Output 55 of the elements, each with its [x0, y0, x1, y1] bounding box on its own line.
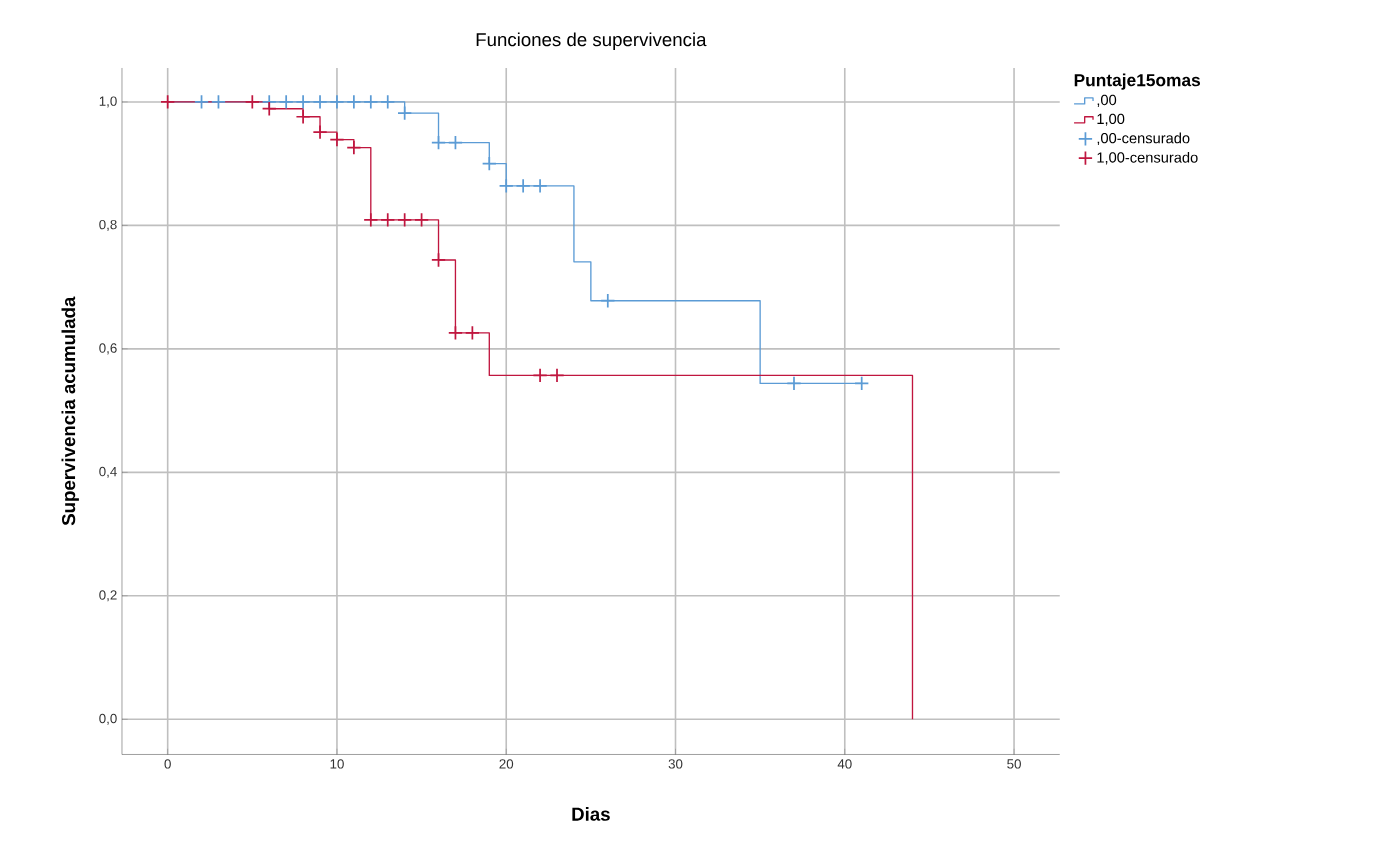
point	[312, 94, 328, 110]
point	[515, 178, 531, 194]
y-axis-title: Supervivencia acumulada	[61, 296, 79, 526]
point	[261, 101, 277, 117]
point	[194, 94, 210, 110]
legend-label: 1,00-censurado	[1097, 151, 1198, 165]
point	[430, 252, 447, 268]
point	[329, 132, 345, 148]
point	[278, 94, 294, 110]
x-tick-label: 30	[668, 759, 683, 769]
y-tick-label: 1,0	[99, 96, 117, 108]
legend-title: Puntaje15omas	[1074, 73, 1201, 90]
point	[346, 140, 362, 156]
point	[244, 94, 260, 110]
x-tick-label: 10	[330, 759, 344, 769]
point	[380, 94, 396, 110]
point	[600, 293, 616, 309]
x-tick-label: 0	[164, 759, 171, 769]
point	[295, 94, 311, 110]
point	[430, 135, 447, 151]
point	[346, 94, 362, 110]
legend-label: ,00	[1097, 94, 1117, 107]
point	[414, 212, 430, 228]
point	[854, 375, 870, 391]
point	[397, 105, 413, 121]
legend-label: ,00-censurado	[1097, 132, 1190, 146]
legend-label: 1,00	[1097, 113, 1125, 126]
y-tick-label: 0,2	[99, 590, 117, 602]
point	[397, 212, 413, 228]
chart-title: Funciones de supervivencia	[476, 32, 707, 50]
x-tick-label: 20	[499, 759, 514, 769]
point	[447, 325, 463, 341]
point	[532, 178, 548, 194]
point	[481, 156, 497, 172]
point	[549, 367, 565, 383]
point	[532, 367, 548, 383]
x-axis-title: Dias	[572, 807, 610, 821]
y-tick-label: 0,0	[99, 713, 117, 725]
point	[380, 212, 396, 228]
point	[447, 135, 463, 151]
y-tick-label: 0,6	[99, 343, 117, 355]
point	[464, 325, 480, 341]
point	[329, 94, 345, 110]
point	[498, 178, 514, 194]
point	[363, 94, 379, 110]
point	[295, 109, 311, 125]
y-tick-label: 0,8	[99, 219, 117, 231]
point	[160, 94, 176, 110]
point	[210, 94, 226, 110]
point	[363, 212, 379, 228]
point	[312, 124, 328, 140]
x-tick-label: 50	[1007, 759, 1021, 769]
x-tick-label: 40	[837, 759, 852, 769]
y-tick-label: 0,4	[99, 466, 117, 478]
point	[786, 375, 802, 391]
